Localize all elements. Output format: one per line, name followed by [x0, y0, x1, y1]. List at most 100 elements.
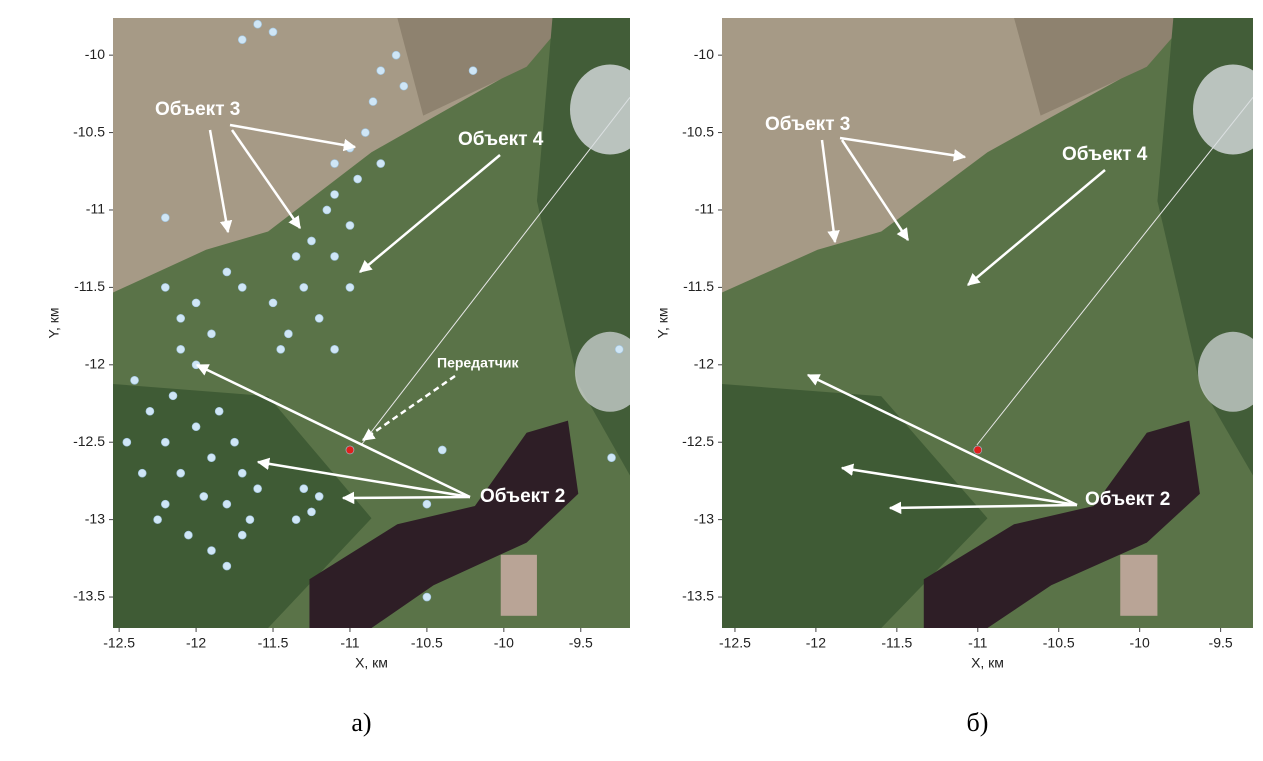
- y-tick-label: -13.5: [682, 588, 714, 604]
- data-point: [323, 206, 331, 214]
- x-tick-label: -10: [494, 635, 514, 651]
- data-point: [354, 175, 362, 183]
- data-point: [346, 283, 354, 291]
- data-point: [269, 28, 277, 36]
- data-point: [161, 438, 169, 446]
- x-axis-label: X, км: [355, 655, 388, 671]
- data-point: [246, 516, 254, 524]
- data-point: [369, 98, 377, 106]
- x-tick-label: -11: [968, 635, 987, 651]
- annotation: Объект 2: [1085, 489, 1170, 510]
- x-tick-label: -12: [186, 635, 206, 651]
- annotation: Объект 2: [480, 486, 565, 507]
- data-point: [307, 508, 315, 516]
- data-point: [169, 392, 177, 400]
- data-point: [215, 407, 223, 415]
- data-point: [231, 438, 239, 446]
- annotation: Передатчик: [437, 355, 519, 371]
- data-point: [300, 485, 308, 493]
- data-point: [615, 345, 623, 353]
- data-point: [131, 376, 139, 384]
- data-point: [238, 531, 246, 539]
- y-tick-label: -12.5: [73, 433, 105, 449]
- data-point: [161, 214, 169, 222]
- data-point: [361, 129, 369, 137]
- y-tick-label: -13: [694, 510, 714, 526]
- data-point: [161, 283, 169, 291]
- data-point: [254, 485, 262, 493]
- x-tick-label: -9.5: [1209, 635, 1233, 651]
- data-point: [146, 407, 154, 415]
- y-tick-label: -10: [85, 46, 105, 62]
- x-tick-label: -10.5: [1043, 635, 1075, 651]
- data-point: [207, 547, 215, 555]
- points: [974, 446, 982, 454]
- y-tick-label: -10.5: [682, 123, 714, 139]
- y-tick-label: -10.5: [73, 123, 105, 139]
- x-axis-label: X, км: [971, 655, 1004, 671]
- y-tick-label: -11.5: [74, 278, 105, 294]
- y-tick-label: -10: [694, 46, 714, 62]
- data-point: [269, 299, 277, 307]
- data-point: [423, 593, 431, 601]
- y-tick-label: -12: [85, 356, 105, 372]
- annotation: Объект 3: [765, 114, 850, 135]
- caption: б): [967, 708, 989, 737]
- data-point: [346, 446, 354, 454]
- data-point: [377, 160, 385, 168]
- data-point: [192, 423, 200, 431]
- data-point: [161, 500, 169, 508]
- data-point: [154, 516, 162, 524]
- data-point: [177, 469, 185, 477]
- y-tick-label: -13.5: [73, 588, 105, 604]
- data-point: [331, 190, 339, 198]
- data-point: [277, 345, 285, 353]
- data-point: [184, 531, 192, 539]
- annotation: Объект 3: [155, 99, 240, 120]
- data-point: [292, 252, 300, 260]
- x-tick-label: -11.5: [881, 635, 912, 651]
- data-point: [307, 237, 315, 245]
- data-point: [438, 446, 446, 454]
- data-point: [423, 500, 431, 508]
- cloud: [570, 65, 650, 155]
- data-point: [331, 345, 339, 353]
- data-point: [331, 252, 339, 260]
- data-point: [254, 20, 262, 28]
- figure: -12.5 -12 -11.5 -11 -10.5 -10 -9.5 -13.5 -13 -12.…: [0, 0, 1263, 756]
- data-point: [469, 67, 477, 75]
- data-point: [238, 469, 246, 477]
- x-tick-label: -10.5: [411, 635, 443, 651]
- data-point: [331, 160, 339, 168]
- data-point: [223, 562, 231, 570]
- data-point: [238, 283, 246, 291]
- y-axis-label: Y, км: [655, 307, 671, 338]
- data-point: [177, 314, 185, 322]
- data-point: [238, 36, 246, 44]
- y-tick-label: -11: [695, 201, 714, 217]
- data-point: [284, 330, 292, 338]
- cloud-2: [575, 332, 645, 412]
- caption: а): [351, 708, 371, 737]
- data-point: [223, 500, 231, 508]
- annotation-arrow: [343, 497, 470, 498]
- data-point: [300, 283, 308, 291]
- data-point: [138, 469, 146, 477]
- y-tick-label: -12.5: [682, 433, 714, 449]
- data-point: [123, 438, 131, 446]
- y-tick-label: -13: [85, 510, 105, 526]
- data-point: [207, 330, 215, 338]
- data-point: [974, 446, 982, 454]
- field-patch: [1120, 555, 1157, 616]
- x-tick-label: -9.5: [569, 635, 593, 651]
- y-tick-label: -11.5: [683, 278, 714, 294]
- annotation: Объект 4: [458, 129, 544, 150]
- data-point: [346, 221, 354, 229]
- map: [722, 18, 1263, 628]
- data-point: [207, 454, 215, 462]
- field-patch: [501, 555, 537, 616]
- y-tick-label: -12: [694, 356, 714, 372]
- y-tick-label: -11: [86, 201, 105, 217]
- x-tick-label: -11.5: [258, 635, 289, 651]
- x-tick-label: -10: [1130, 635, 1150, 651]
